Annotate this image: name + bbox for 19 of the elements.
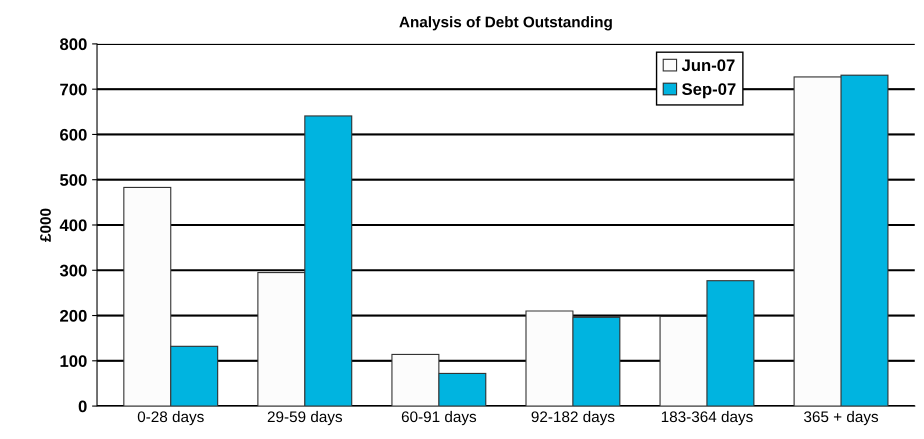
x-tick-label: 60-91 days <box>402 410 476 426</box>
x-tick-label: 365 + days <box>804 410 878 426</box>
y-tick-label: 700 <box>60 84 87 96</box>
y-tick-label: 400 <box>60 219 87 232</box>
legend-label: Jun-07 <box>682 59 735 72</box>
y-tick-label: 500 <box>60 174 87 186</box>
y-tick-label: 300 <box>60 264 87 276</box>
x-tick-label: 29-59 days <box>268 410 342 426</box>
legend-label: Sep-07 <box>682 83 736 98</box>
y-tick-label: 600 <box>60 128 87 141</box>
y-tick-label: 0 <box>78 400 87 412</box>
y-tick-label: 800 <box>60 38 87 50</box>
x-tick-label: 183-364 days <box>662 410 753 426</box>
x-tick-label: 0-28 days <box>138 410 204 426</box>
y-axis-title: £000 <box>40 208 51 242</box>
y-tick-label: 200 <box>60 310 87 322</box>
x-tick-label: 92-182 days <box>532 410 614 426</box>
chart-title: Analysis of Debt Outstanding <box>399 16 612 30</box>
y-tick-label: 100 <box>60 355 87 368</box>
